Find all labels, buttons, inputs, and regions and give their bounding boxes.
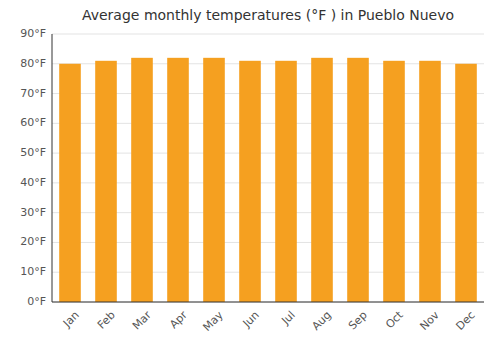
y-tick-label: 20°F bbox=[20, 235, 46, 248]
x-axis: Jan Feb Mar Apr May Jun Jul Aug Sep Oct Nov Dec bbox=[60, 308, 478, 334]
x-axis-line bbox=[52, 302, 484, 303]
bars bbox=[59, 58, 477, 302]
bar bbox=[167, 58, 189, 302]
x-tick-label: Dec bbox=[454, 309, 478, 333]
y-axis: 0°F 10°F 20°F 30°F 40°F 50°F 60°F 70°F 80°F 90°F bbox=[20, 27, 46, 308]
x-tick-label: Apr bbox=[167, 308, 190, 331]
x-tick-label: Jun bbox=[240, 309, 262, 331]
bar bbox=[419, 61, 441, 302]
bar bbox=[347, 58, 369, 302]
y-tick-label: 70°F bbox=[20, 87, 46, 100]
bar bbox=[239, 61, 261, 302]
y-tick-label: 30°F bbox=[20, 206, 46, 219]
y-tick-label: 0°F bbox=[27, 295, 46, 308]
y-tick-label: 10°F bbox=[20, 265, 46, 278]
x-tick-label: Aug bbox=[309, 309, 333, 333]
grid bbox=[52, 34, 484, 302]
x-tick-label: Mar bbox=[130, 308, 154, 332]
x-tick-label: Feb bbox=[95, 309, 118, 332]
y-tick-label: 80°F bbox=[20, 57, 46, 70]
y-tick-label: 40°F bbox=[20, 176, 46, 189]
bar bbox=[95, 61, 117, 302]
grid-line bbox=[52, 302, 484, 303]
bar bbox=[455, 64, 477, 302]
x-tick-label: Oct bbox=[383, 308, 406, 331]
bar bbox=[131, 58, 153, 302]
y-tick-label: 50°F bbox=[20, 146, 46, 159]
x-tick-label: Nov bbox=[417, 308, 442, 333]
bar bbox=[311, 58, 333, 302]
x-tick-label: Jul bbox=[278, 309, 297, 328]
x-tick-label: Sep bbox=[346, 309, 370, 333]
y-tick-label: 60°F bbox=[20, 116, 46, 129]
bar bbox=[203, 58, 225, 302]
y-tick-label: 90°F bbox=[20, 27, 46, 40]
chart-container: 0°F 10°F 20°F 30°F 40°F 50°F 60°F 70°F 80°F 90°F J… bbox=[0, 0, 500, 350]
chart: 0°F 10°F 20°F 30°F 40°F 50°F 60°F 70°F 80°F 90°F J… bbox=[0, 0, 500, 350]
title: Average monthly temperatures (°F ) in Pu… bbox=[82, 7, 454, 23]
grid-line bbox=[52, 34, 484, 35]
x-tick-label: May bbox=[200, 308, 226, 334]
x-tick-label: Jan bbox=[60, 309, 82, 331]
bar bbox=[275, 61, 297, 302]
bar bbox=[383, 61, 405, 302]
y-axis-line bbox=[52, 34, 53, 302]
bar bbox=[59, 64, 81, 302]
